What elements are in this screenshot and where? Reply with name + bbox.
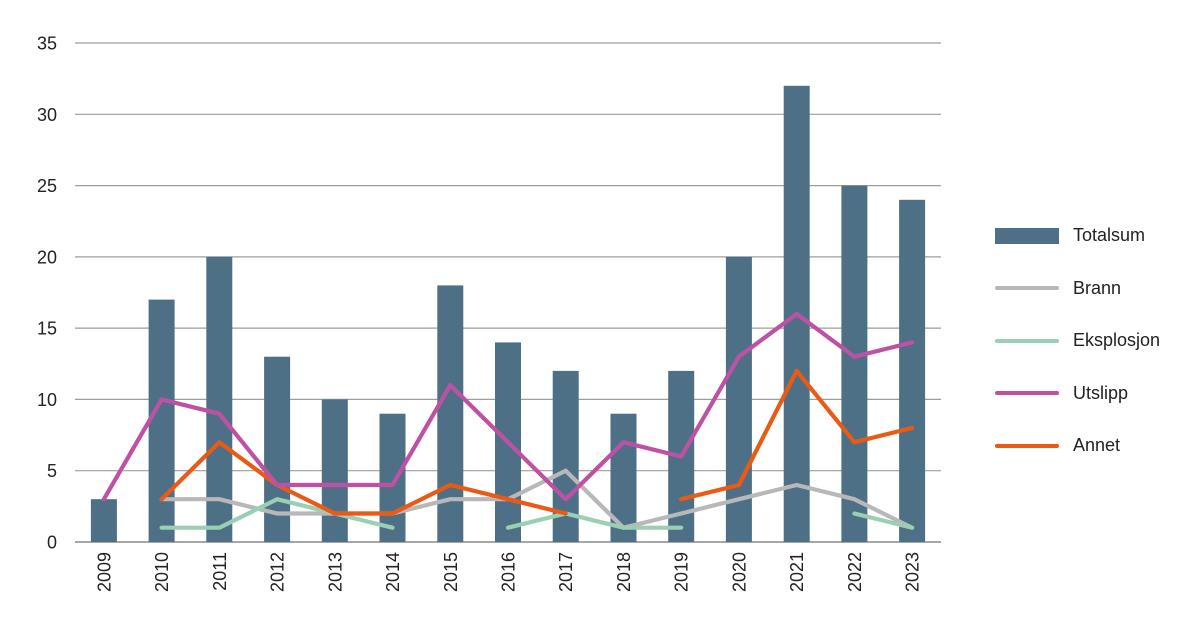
x-tick-label-2012: 2012 — [268, 552, 288, 592]
x-tick-label-2011: 2011 — [210, 552, 230, 591]
legend-label-totalsum: Totalsum — [1073, 225, 1146, 245]
bar-2011 — [206, 256, 233, 542]
bar-2020 — [725, 256, 752, 542]
legend-label-eksplosjon: Eksplosjon — [1073, 330, 1161, 350]
series-line-utslipp — [101, 311, 915, 502]
x-tick-label-2015: 2015 — [441, 552, 461, 592]
x-tick-label-2016: 2016 — [499, 552, 519, 592]
x-tick-label-2019: 2019 — [672, 552, 692, 592]
legend-item-totalsum: Totalsum — [995, 210, 1145, 262]
legend-swatch-eksplosjon — [995, 338, 1059, 343]
series-line-eksplosjon — [505, 511, 684, 530]
legend-item-annet: Annet — [995, 420, 1120, 472]
legend-swatch-annet — [995, 443, 1059, 448]
y-tick-label-10: 10 — [37, 390, 57, 410]
series-line-annet — [679, 368, 915, 502]
legend-item-brann: Brann — [995, 262, 1121, 314]
x-tick-label-2018: 2018 — [614, 552, 634, 592]
legend-item-utslipp: Utslipp — [995, 367, 1128, 419]
y-tick-label-35: 35 — [37, 34, 57, 54]
series-line-brann — [159, 468, 915, 530]
x-tick-label-2013: 2013 — [325, 552, 345, 592]
y-tick-label-5: 5 — [47, 461, 57, 481]
y-tick-label-15: 15 — [37, 319, 57, 339]
bar-2009 — [90, 499, 117, 542]
series-line-annet — [159, 440, 568, 516]
series-line-eksplosjon — [852, 511, 915, 530]
bar-2023 — [899, 199, 926, 543]
x-tick-label-2014: 2014 — [383, 552, 403, 592]
y-tick-label-0: 0 — [47, 533, 57, 553]
bar-2010 — [148, 299, 175, 542]
y-tick-label-20: 20 — [37, 247, 57, 267]
x-tick-label-2022: 2022 — [845, 552, 865, 592]
x-tick-label-2023: 2023 — [903, 552, 923, 592]
legend-item-eksplosjon: Eksplosjon — [995, 315, 1160, 367]
bar-2018 — [610, 413, 637, 542]
legend-swatch-utslipp — [995, 391, 1059, 395]
legend-swatch-totalsum — [995, 227, 1059, 244]
x-tick-label-2017: 2017 — [556, 552, 576, 592]
y-tick-label-25: 25 — [37, 176, 57, 196]
bar-2014 — [379, 413, 406, 542]
legend-swatch-brann — [995, 286, 1059, 290]
legend-label-utslipp: Utslipp — [1073, 382, 1129, 403]
y-tick-label-30: 30 — [37, 105, 57, 125]
x-tick-label-2010: 2010 — [152, 552, 172, 592]
legend-label-annet: Annet — [1073, 435, 1121, 455]
x-tick-label-2009: 2009 — [94, 552, 114, 592]
series-line-eksplosjon — [159, 497, 395, 530]
bar-2022 — [841, 185, 868, 542]
legend-label-brann: Brann — [1073, 277, 1122, 298]
bar-2013 — [321, 399, 348, 542]
x-tick-label-2020: 2020 — [729, 552, 749, 592]
x-tick-label-2021: 2021 — [787, 552, 807, 592]
